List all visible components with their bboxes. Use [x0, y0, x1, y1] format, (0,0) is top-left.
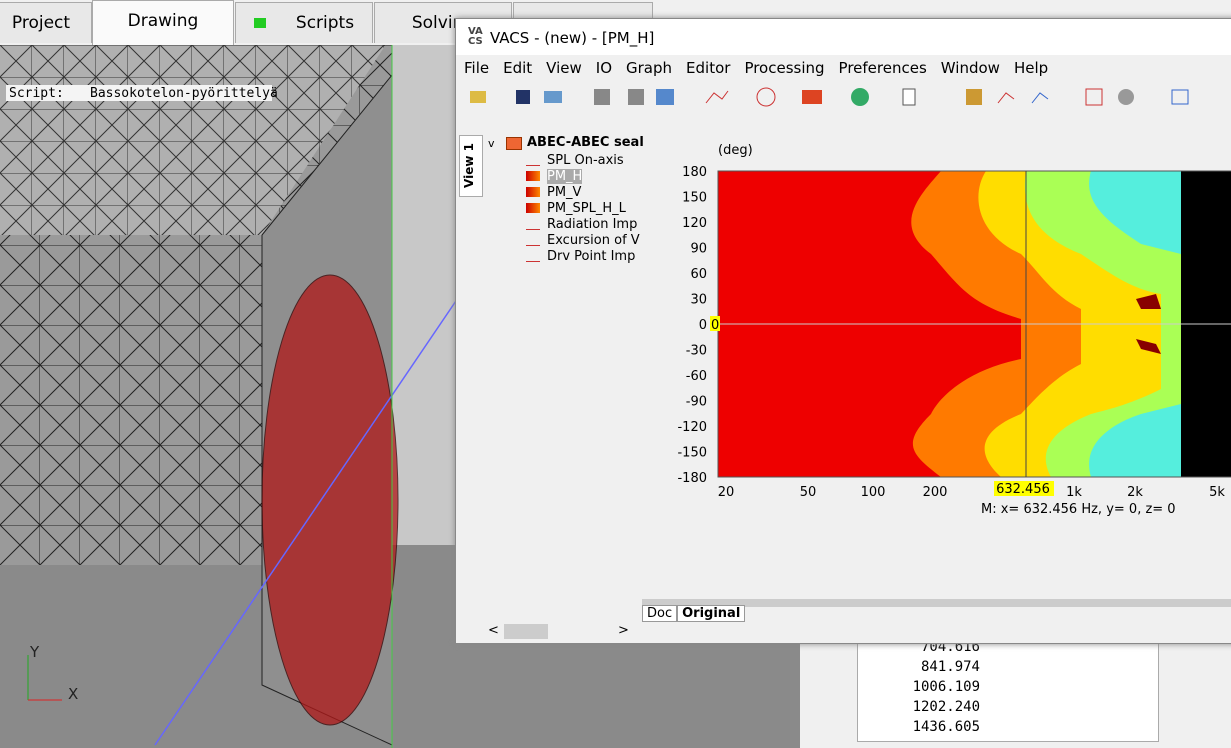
tree-icon	[526, 171, 540, 181]
cursor-x-label: 632.456	[996, 482, 1050, 497]
axis-label: Y	[29, 643, 40, 661]
x-tick-label: 50	[800, 485, 817, 500]
script-box	[6, 85, 272, 101]
menu-item[interactable]: View	[546, 59, 582, 77]
y-unit: (deg)	[718, 143, 753, 158]
side-tab-label: View 1	[462, 143, 476, 188]
contour-plot: (deg) 180 150 120 90 60 30 0 -30 -60 -90 -120 -150 -1…	[677, 143, 1231, 517]
y-tick-label: 90	[690, 242, 707, 257]
splitter	[642, 599, 1231, 607]
axis-label: X	[68, 685, 78, 703]
status-icon	[253, 18, 266, 28]
contour-region	[1136, 294, 1161, 309]
tab[interactable]: Project	[0, 2, 92, 43]
menu-item[interactable]: IO	[595, 59, 613, 77]
window-title: VACS - (new) - [PM_H]	[490, 29, 655, 47]
contour-region	[1024, 171, 1181, 477]
y-tick-label: -30	[686, 344, 707, 359]
tree-item[interactable]: Radiation Imp	[547, 217, 638, 232]
title-bar: VA CS VACS - (new) - [PM_H]	[456, 19, 1231, 55]
bottom-tabs: Doc Original	[642, 605, 746, 622]
y-tick-label: -180	[677, 471, 707, 486]
x-tick-label: 100	[861, 485, 886, 500]
tab[interactable]: Drawing	[92, 0, 234, 45]
y-tick-label: 150	[682, 191, 707, 206]
menu-item[interactable]: Preferences	[838, 59, 927, 77]
tree-root[interactable]: ABEC-ABEC seal	[527, 135, 644, 150]
contour-region	[1136, 339, 1161, 354]
y-tick-label: 120	[682, 216, 707, 231]
script-label: Script:	[9, 86, 64, 101]
cursor-label-bg	[710, 316, 720, 331]
menu-bar: File Edit View IO Graph Editor Processing Prefe…	[464, 59, 1048, 77]
x-tick-label: 5k	[1209, 485, 1225, 500]
x-tick-label: 1k	[1066, 485, 1082, 500]
tree-icon	[526, 219, 540, 230]
list-value: 1202.240	[912, 699, 980, 715]
tab[interactable]: Doc	[642, 605, 678, 622]
tree-icon	[526, 235, 540, 246]
contour-region	[1089, 404, 1181, 477]
toolbar	[470, 87, 1189, 107]
cursor-label-bg	[994, 481, 1054, 496]
value-list: 704.616 841.974 1006.109 1202.240 1436.605	[857, 639, 1159, 742]
y-tick-label: 0	[699, 318, 707, 333]
contour-region	[1089, 171, 1181, 254]
tree-item[interactable]: PM_V	[547, 185, 582, 200]
y-tick-label: -60	[686, 369, 707, 384]
list-value: 1436.605	[912, 719, 980, 735]
app-icon: VA CS	[468, 26, 483, 47]
y-tick-label: 180	[682, 165, 707, 180]
menu-item[interactable]: Help	[1013, 59, 1049, 77]
expander[interactable]: v	[488, 137, 495, 150]
tab[interactable]: Original	[677, 605, 746, 622]
vacs-window: VA CS VACS - (new) - [PM_H] File Edit View I…	[455, 18, 1231, 644]
tree-icon	[526, 251, 540, 262]
y-tick-label: 30	[690, 293, 707, 308]
list-value: 1006.109	[912, 679, 980, 695]
tree-icon	[526, 155, 540, 166]
x-tick-label: 200	[923, 485, 948, 500]
list-value: 841.974	[920, 659, 980, 675]
menu-item[interactable]: Processing	[744, 59, 825, 77]
tree-item[interactable]: Drv Point Imp	[547, 249, 636, 264]
tree-icon	[526, 203, 540, 213]
root-icon	[506, 137, 522, 150]
script-name: Bassokotelon-pyörittelyä	[90, 86, 278, 101]
side-tab[interactable]: View 1	[459, 135, 483, 197]
y-tick-label: 60	[690, 267, 707, 282]
cursor-y-label: 0	[711, 318, 719, 333]
menu-item[interactable]: Edit	[503, 59, 533, 77]
tree-item[interactable]: PM_H	[547, 169, 583, 184]
tree-icon	[526, 187, 540, 197]
menu-item[interactable]: Editor	[686, 59, 731, 77]
h-scrollbar[interactable]: < >	[488, 623, 629, 639]
menu-item[interactable]: Graph	[626, 59, 673, 77]
status: M: x= 632.456 Hz, y= 0, z= 0	[981, 502, 1176, 517]
x-tick-label: 2k	[1127, 485, 1143, 500]
y-tick-label: -150	[677, 446, 707, 461]
y-tick-label: -90	[686, 395, 707, 410]
tab[interactable]: Scripts	[235, 2, 373, 43]
tree-item[interactable]: PM_SPL_H_L	[547, 201, 626, 216]
menu-item[interactable]: Window	[940, 59, 1000, 77]
x-tick-label: 20	[718, 485, 735, 500]
tree-item[interactable]: SPL On-axis	[547, 153, 624, 168]
tab-label: Scripts	[295, 13, 355, 33]
y-tick-label: -120	[677, 420, 707, 435]
menu-item[interactable]: File	[464, 59, 490, 77]
tree-item[interactable]: Excursion of V	[547, 233, 640, 248]
